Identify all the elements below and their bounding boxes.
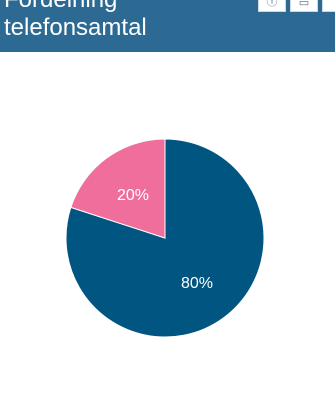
pie-label-20: 20% [117,187,149,204]
chart-header: Fördelning telefonsamtal ⓘ ▭ [0,0,335,52]
pie-slice-20[interactable] [70,138,166,239]
chart-title: Fördelning telefonsamtal [4,0,147,41]
document-icon[interactable]: ▭ [290,0,318,12]
pie-chart: 80% 20% [65,138,265,338]
info-icon[interactable]: ⓘ [258,0,286,12]
pie-label-80: 80% [181,275,213,292]
close-icon[interactable] [322,0,335,12]
